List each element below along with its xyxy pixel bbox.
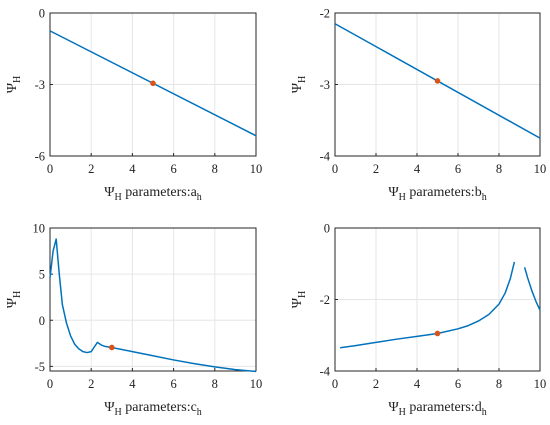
x-tick-label: 4	[414, 377, 421, 391]
x-tick-label: 8	[212, 377, 218, 391]
x-tick-label: 6	[455, 377, 461, 391]
y-axis-label: ΨH	[5, 291, 23, 309]
series-line	[49, 238, 257, 373]
y-tick-label: -4	[320, 150, 331, 164]
x-tick-label: 0	[47, 162, 53, 176]
x-tick-label: 4	[129, 162, 136, 176]
x-tick-label: 6	[170, 162, 176, 176]
marker-point	[434, 78, 441, 84]
y-axis-label: ΨH	[5, 76, 23, 94]
y-axis-label: ΨH	[290, 76, 308, 94]
x-tick-label: 8	[496, 162, 502, 176]
marker-point	[109, 344, 115, 351]
axes-box	[49, 227, 257, 372]
x-axis-label: ΨH parameters:dh	[388, 400, 486, 418]
y-tick-label: -2	[320, 293, 330, 307]
y-tick-label: -3	[320, 78, 330, 92]
y-axis-label: ΨH	[290, 291, 308, 309]
y-tick-label: -5	[35, 360, 45, 374]
x-tick-label: 0	[332, 377, 338, 391]
marker-point	[434, 330, 441, 337]
x-tick-label: 2	[373, 377, 379, 391]
x-tick-label: 2	[88, 162, 94, 176]
x-tick-label: 2	[373, 162, 379, 176]
y-tick-label: 0	[39, 7, 45, 21]
x-axis-label: ΨH parameters:ch	[104, 400, 202, 418]
x-tick-label: 6	[170, 377, 176, 391]
series-line	[340, 261, 516, 349]
x-tick-label: 4	[414, 162, 421, 176]
subplot-2: 0 2 4 6 8 10 -4 -3 -2 ΨH parameters:bh ΨH	[290, 7, 546, 204]
marker-point	[150, 80, 156, 87]
x-tick-label: 10	[250, 377, 263, 391]
subplot-4: 0 2 4 6 8 10 -4 -2 0 ΨH parameters:dh ΨH	[290, 222, 546, 419]
subplot-1: 0 2 4 6 8 10 -6 -3 0 ΨH parameters:ah ΨH	[5, 7, 262, 204]
series-line	[523, 267, 541, 311]
y-tick-label: 0	[324, 222, 330, 236]
x-tick-label: 0	[332, 162, 338, 176]
x-tick-label: 2	[88, 377, 94, 391]
x-tick-label: 4	[129, 377, 136, 391]
y-tick-label: -4	[320, 365, 331, 379]
y-tick-label: -3	[35, 78, 45, 92]
x-tick-label: 10	[534, 377, 547, 391]
x-tick-label: 8	[212, 162, 218, 176]
x-axis-label: ΨH parameters:bh	[388, 185, 486, 203]
x-tick-label: 10	[250, 162, 263, 176]
y-tick-label: 5	[39, 268, 45, 282]
y-tick-label: -6	[35, 150, 45, 164]
x-tick-label: 8	[496, 377, 502, 391]
x-tick-label: 10	[534, 162, 547, 176]
x-tick-label: 0	[47, 377, 53, 391]
x-tick-label: 6	[455, 162, 461, 176]
y-tick-label: 10	[33, 222, 46, 236]
y-tick-label: 0	[39, 314, 45, 328]
y-tick-label: -2	[320, 7, 330, 21]
x-axis-label: ΨH parameters:ah	[104, 185, 202, 203]
